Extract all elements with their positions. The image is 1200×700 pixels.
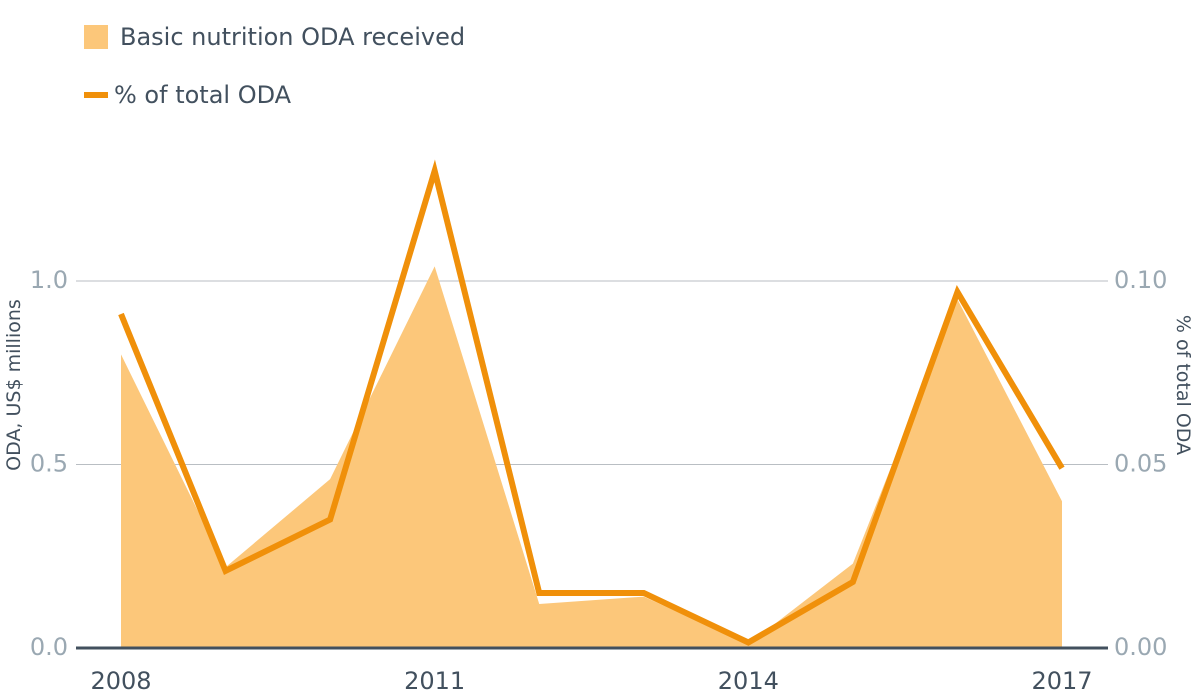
y-left-tick-label: 0.0: [30, 633, 68, 661]
line-swatch-icon: [84, 92, 108, 98]
legend-label-line: % of total ODA: [114, 81, 292, 109]
y-axis-right-title: % of total ODA: [1172, 315, 1194, 455]
line-series[interactable]: [118, 159, 1065, 646]
y-left-tick-label: 1.0: [30, 266, 68, 294]
y-right-tick-label: 0.10: [1114, 266, 1167, 294]
x-tick-label: 2008: [90, 667, 151, 695]
legend-label-area: Basic nutrition ODA received: [120, 23, 466, 51]
legend-item-area[interactable]: Basic nutrition ODA received: [84, 20, 465, 54]
y-right-tick-label: 0.00: [1114, 633, 1167, 661]
tick-labels: 0.0 0.5 1.0 0.00 0.05 0.10 2008 2011 2014 2017: [30, 266, 1168, 695]
y-right-tick-label: 0.05: [1114, 450, 1167, 478]
x-tick-label: 2011: [404, 667, 465, 695]
legend: Basic nutrition ODA received % of total …: [84, 20, 465, 136]
y-axis-left-title: ODA, US$ millions: [3, 299, 25, 471]
area-series[interactable]: [121, 266, 1062, 648]
y-left-tick-label: 0.5: [30, 450, 68, 478]
x-tick-label: 2017: [1031, 667, 1092, 695]
x-tick-label: 2014: [718, 667, 779, 695]
area-swatch-icon: [84, 25, 108, 49]
legend-item-line[interactable]: % of total ODA: [84, 78, 465, 112]
